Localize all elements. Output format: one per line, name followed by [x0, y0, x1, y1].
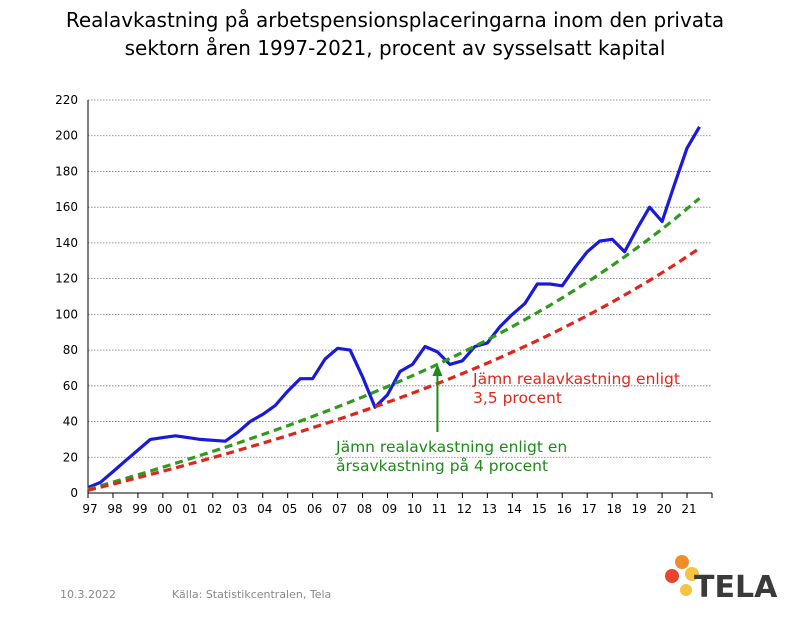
- x-tick-label: 17: [582, 502, 597, 516]
- red-line-annotation: Jämn realavkastning enligt 3,5 procent: [473, 370, 680, 408]
- x-tick-label: 10: [407, 502, 422, 516]
- x-tick-label: 05: [282, 502, 297, 516]
- x-tick-label: 01: [182, 502, 197, 516]
- x-tick-label: 07: [332, 502, 347, 516]
- chart-title-line-2: sektorn åren 1997-2021, procent av sysse…: [124, 36, 666, 60]
- y-tick-label: 120: [55, 272, 78, 286]
- x-tick-label: 03: [232, 502, 247, 516]
- x-tick-label: 16: [557, 502, 572, 516]
- y-tick-label: 220: [55, 93, 78, 107]
- x-tick-label: 06: [307, 502, 322, 516]
- y-tick-label: 20: [63, 450, 78, 464]
- series-line-green: [87, 197, 701, 491]
- x-tick-label: 15: [532, 502, 547, 516]
- y-tick-label: 100: [55, 307, 78, 321]
- x-tick-label: 02: [207, 502, 222, 516]
- red-annotation-line-1: Jämn realavkastning enligt: [473, 370, 680, 388]
- x-tick-label: 19: [631, 502, 646, 516]
- x-tick-label: 11: [432, 502, 447, 516]
- x-tick-label: 00: [157, 502, 172, 516]
- x-tick-label: 21: [681, 502, 696, 516]
- chart-title-line-1: Realavkastning på arbetspensionsplacerin…: [65, 8, 725, 32]
- y-tick-label: 140: [55, 236, 78, 250]
- green-line-annotation: Jämn realavkastning enligt en årsavkastn…: [336, 438, 567, 476]
- y-tick-label: 60: [63, 379, 78, 393]
- footer-date: 10.3.2022: [60, 588, 116, 601]
- y-tick-label: 180: [55, 164, 78, 178]
- series-line-actual: [87, 125, 701, 490]
- y-tick-label: 160: [55, 200, 78, 214]
- logo-dot-orange: [675, 555, 689, 569]
- x-tick-label: 98: [107, 502, 122, 516]
- green-annotation-line-1: Jämn realavkastning enligt en: [336, 438, 568, 456]
- annotation-arrow-head: [432, 364, 443, 376]
- x-tick-label: 13: [482, 502, 497, 516]
- tela-logo-icon: [665, 555, 699, 596]
- x-tick-label: 14: [507, 502, 522, 516]
- y-tick-label: 200: [55, 129, 78, 143]
- x-tick-label: 18: [607, 502, 622, 516]
- green-annotation-line-2: årsavkastning på 4 procent: [336, 457, 549, 475]
- red-annotation-line-2: 3,5 procent: [473, 389, 562, 407]
- x-tick-label: 20: [656, 502, 671, 516]
- chart-title: Realavkastning på arbetspensionsplacerin…: [0, 6, 790, 62]
- y-tick-label: 0: [70, 486, 78, 500]
- tela-logo-text: TELA: [694, 570, 778, 605]
- logo-dot-yellow-2: [680, 584, 692, 596]
- x-tick-label: 97: [82, 502, 97, 516]
- x-tick-label: 09: [382, 502, 397, 516]
- footer-source: Källa: Statistikcentralen, Tela: [172, 588, 332, 601]
- logo-dot-red: [665, 569, 679, 583]
- x-tick-label: 04: [257, 502, 272, 516]
- y-tick-label: 80: [63, 343, 78, 357]
- x-tick-label: 12: [457, 502, 472, 516]
- y-tick-label: 40: [63, 415, 78, 429]
- logo-dot-yellow-1: [685, 567, 699, 581]
- x-tick-label: 99: [132, 502, 147, 516]
- series-line-red: [87, 246, 701, 492]
- x-tick-label: 08: [357, 502, 372, 516]
- tela-logo: TELA: [660, 548, 780, 612]
